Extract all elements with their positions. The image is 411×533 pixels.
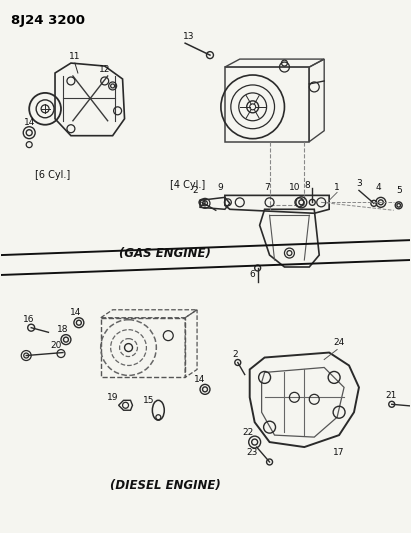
Text: 2: 2 bbox=[192, 186, 198, 195]
Text: 7: 7 bbox=[265, 183, 270, 192]
Text: 8J24 3200: 8J24 3200 bbox=[12, 14, 85, 27]
Text: 4: 4 bbox=[376, 183, 382, 192]
Text: 19: 19 bbox=[107, 393, 118, 402]
Text: 16: 16 bbox=[23, 315, 35, 324]
Text: 23: 23 bbox=[246, 448, 257, 457]
Text: 20: 20 bbox=[50, 341, 62, 350]
Text: 5: 5 bbox=[396, 186, 402, 195]
Text: 15: 15 bbox=[143, 396, 154, 405]
Text: 14: 14 bbox=[194, 375, 206, 384]
Text: (GAS ENGINE): (GAS ENGINE) bbox=[119, 247, 211, 260]
Text: 6: 6 bbox=[250, 270, 256, 279]
Text: 9: 9 bbox=[217, 183, 223, 192]
Text: [4 Cyl.]: [4 Cyl.] bbox=[171, 181, 206, 190]
Text: 14: 14 bbox=[70, 308, 81, 317]
Text: 17: 17 bbox=[333, 448, 345, 457]
Text: 24: 24 bbox=[333, 338, 345, 347]
Text: 10: 10 bbox=[289, 183, 300, 192]
Text: 11: 11 bbox=[69, 52, 81, 61]
Text: 8: 8 bbox=[305, 181, 310, 190]
Text: (DIESEL ENGINE): (DIESEL ENGINE) bbox=[110, 479, 221, 492]
Text: 13: 13 bbox=[183, 31, 195, 41]
Text: 2: 2 bbox=[232, 350, 238, 359]
Text: 21: 21 bbox=[385, 391, 397, 400]
Text: 14: 14 bbox=[23, 118, 35, 127]
Text: 1: 1 bbox=[334, 183, 340, 192]
Text: [6 Cyl.]: [6 Cyl.] bbox=[35, 171, 71, 181]
Text: 12: 12 bbox=[99, 64, 111, 74]
Text: 18: 18 bbox=[57, 325, 69, 334]
Text: 22: 22 bbox=[242, 427, 253, 437]
Text: 3: 3 bbox=[356, 179, 362, 188]
